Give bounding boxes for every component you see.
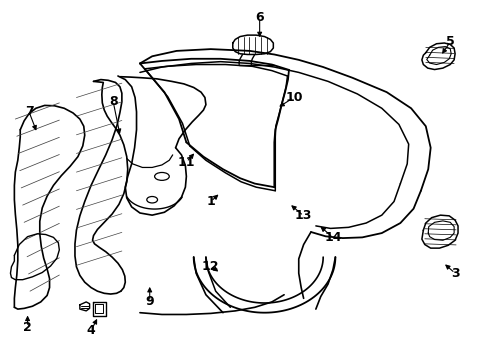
Text: 14: 14 xyxy=(324,231,342,244)
Text: 2: 2 xyxy=(23,320,32,333)
Text: 3: 3 xyxy=(451,267,460,280)
Text: 5: 5 xyxy=(446,35,455,49)
Text: 12: 12 xyxy=(202,260,220,273)
Text: 11: 11 xyxy=(177,156,195,168)
Text: 4: 4 xyxy=(87,324,96,337)
Text: 10: 10 xyxy=(285,91,303,104)
Text: 13: 13 xyxy=(295,210,312,222)
Text: 8: 8 xyxy=(109,95,118,108)
Text: 7: 7 xyxy=(24,105,33,118)
Text: 6: 6 xyxy=(255,12,264,24)
Text: 1: 1 xyxy=(206,195,215,208)
Text: 9: 9 xyxy=(146,296,154,309)
